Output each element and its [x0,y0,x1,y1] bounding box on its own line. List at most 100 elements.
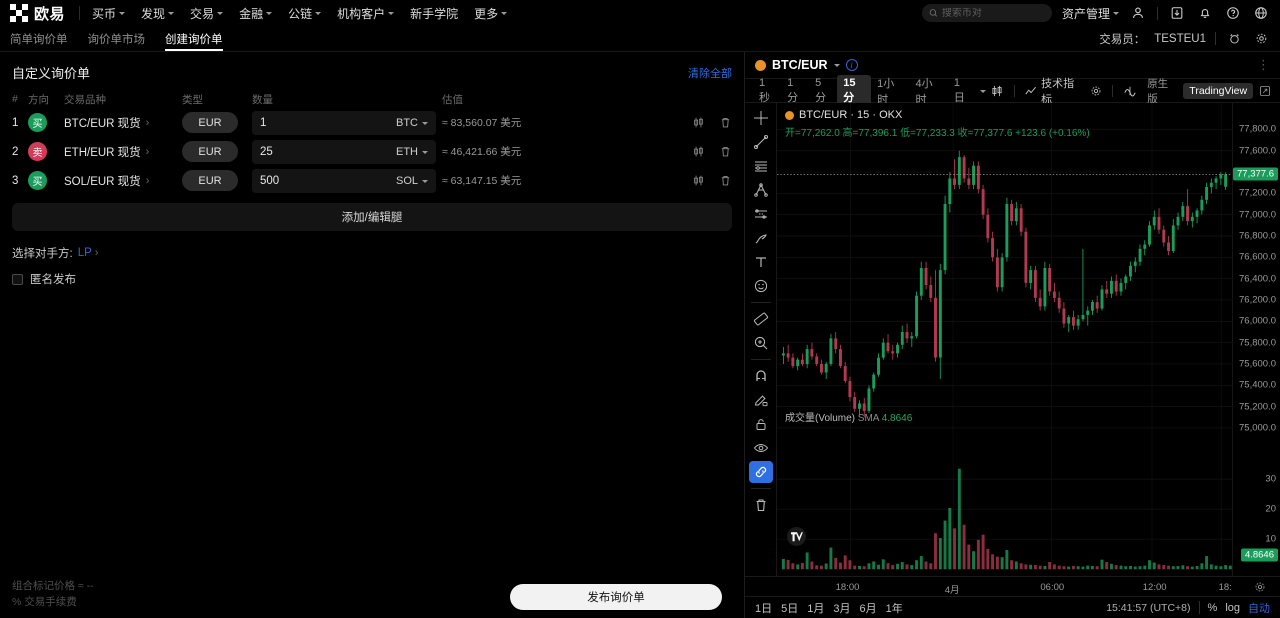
settings-button[interactable] [1252,30,1270,48]
quantity-field[interactable]: SOL [252,168,436,193]
chart-settings-button[interactable] [1086,85,1106,97]
quantity-input[interactable] [260,116,396,129]
lock-drawings-tool[interactable] [749,413,773,435]
timeframe-5m[interactable]: 5分 [815,76,827,104]
currency-pill[interactable]: EUR [182,141,238,162]
info-icon[interactable]: i [845,59,858,71]
native-version-button[interactable]: 原生版 [1147,77,1169,105]
percent-scale-button[interactable]: % [1207,601,1218,614]
tradingview-version-button[interactable]: TradingView [1183,82,1254,99]
crosshair-tool[interactable] [749,107,773,129]
chevron-down-icon[interactable] [833,64,840,67]
counterparty-selector[interactable]: LP › [78,247,99,259]
stay-in-drawing-mode-tool[interactable] [749,389,773,411]
currency-pill[interactable]: EUR [182,112,238,133]
measure-tool[interactable] [749,308,773,330]
unit-selector[interactable]: SOL [396,175,428,187]
quantity-field[interactable]: ETH [252,139,436,164]
nav-item-discover[interactable]: 发现 [141,5,175,22]
nav-item-buy-crypto[interactable]: 买币 [92,5,126,22]
timeframe-1s[interactable]: 1秒 [759,76,770,104]
chevron-down-icon[interactable] [980,89,986,93]
table-row[interactable]: 1 买 BTC/EUR 现货 › EUR BTC [0,108,744,137]
trend-line-tool[interactable] [749,131,773,153]
add-edit-leg-button[interactable]: 添加/编辑腿 [12,203,732,231]
orderbook-button[interactable] [692,174,705,187]
forecast-tool[interactable] [749,203,773,225]
timeframe-1m[interactable]: 1分 [787,76,799,104]
symbol-selector[interactable]: SOL/EUR 现货 › [64,173,182,189]
price-axis[interactable]: 77,800.077,600.077,400.077,200.077,000.0… [1232,103,1280,576]
sync-drawings-tool[interactable] [748,461,773,483]
symbol-selector[interactable]: BTC/EUR 现货 › [64,115,182,131]
direction-badge-cell[interactable]: 买 [28,113,64,132]
pitchfork-tool[interactable] [749,179,773,201]
nav-item-academy[interactable]: 新手学院 [410,5,458,22]
range-1y[interactable]: 1年 [885,602,903,615]
download-app-button[interactable] [1168,4,1186,22]
auto-scale-button[interactable]: 自动 [1248,602,1270,615]
direction-badge-cell[interactable]: 卖 [28,142,64,161]
orderbook-button[interactable] [692,145,705,158]
table-row[interactable]: 3 买 SOL/EUR 现货 › EUR SOL [0,166,744,195]
assets-management-menu[interactable]: 资产管理 [1062,5,1119,22]
search-input[interactable] [941,7,1045,19]
axis-settings-button[interactable] [1254,581,1266,593]
emoji-tool[interactable] [749,275,773,297]
range-1d[interactable]: 1日 [755,602,773,615]
table-row[interactable]: 2 卖 ETH/EUR 现货 › EUR ETH [0,137,744,166]
text-tool[interactable] [749,251,773,273]
orderbook-button[interactable] [692,116,705,129]
range-1mo[interactable]: 1月 [807,602,825,615]
publish-rfq-button[interactable]: 发布询价单 [510,584,722,610]
chart-plot-area[interactable]: BTC/EUR · 15 · OKX 开=77,262.0 高=77,396.1… [777,103,1232,576]
chart-type-button[interactable] [986,85,1008,97]
timeframe-4h[interactable]: 4小时 [915,77,933,106]
hide-drawings-tool[interactable] [749,437,773,459]
delete-row-button[interactable] [719,116,732,129]
timeframe-1d[interactable]: 1日 [953,76,965,104]
currency-pill[interactable]: EUR [182,170,238,191]
nav-item-chain[interactable]: 公链 [288,5,322,22]
timeframe-1h[interactable]: 1小时 [877,77,895,106]
clear-all-button[interactable]: 清除全部 [688,67,732,80]
anonymous-checkbox[interactable] [12,273,23,285]
zoom-tool[interactable] [749,332,773,354]
nav-item-institutional[interactable]: 机构客户 [337,5,395,22]
compare-button[interactable] [1119,85,1141,97]
tradingview-logo[interactable] [787,527,806,546]
delete-row-button[interactable] [719,174,732,187]
time-axis[interactable]: 18:00 4月 06:00 12:00 18: [745,576,1280,596]
search-box[interactable] [921,4,1052,22]
tab-create-rfq[interactable]: 创建询价单 [165,26,223,51]
brush-tool[interactable] [749,227,773,249]
user-account-button[interactable] [1129,4,1147,22]
timeframe-15m[interactable]: 15分 [837,74,872,107]
tab-rfq-market[interactable]: 询价单市场 [88,26,146,51]
okx-logo[interactable]: 欧易 [10,3,65,24]
delete-row-button[interactable] [719,145,732,158]
remove-drawings-tool[interactable] [749,494,773,516]
quantity-field[interactable]: BTC [252,110,436,135]
range-5d[interactable]: 5日 [781,602,799,615]
log-scale-button[interactable]: log [1225,601,1240,614]
fullscreen-button[interactable] [1257,82,1272,100]
language-button[interactable] [1252,4,1270,22]
symbol-selector[interactable]: ETH/EUR 现货 › [64,144,182,160]
nav-item-finance[interactable]: 金融 [239,5,273,22]
chart-menu-icon[interactable]: ⋮ [1257,57,1270,72]
help-button[interactable] [1224,4,1242,22]
quantity-input[interactable] [260,145,396,158]
tab-simple-rfq[interactable]: 简单询价单 [10,26,68,51]
direction-badge-cell[interactable]: 买 [28,171,64,190]
nav-item-trade[interactable]: 交易 [190,5,224,22]
unit-selector[interactable]: BTC [396,117,428,129]
unit-selector[interactable]: ETH [396,146,428,158]
range-3mo[interactable]: 3月 [833,602,851,615]
nav-item-more[interactable]: 更多 [474,5,508,22]
indicators-button[interactable]: 技术指标 [1021,75,1086,107]
horizontal-lines-tool[interactable] [749,155,773,177]
range-6mo[interactable]: 6月 [859,602,877,615]
alarm-button[interactable] [1225,30,1243,48]
anonymous-publish-row[interactable]: 匿名发布 [0,261,744,287]
